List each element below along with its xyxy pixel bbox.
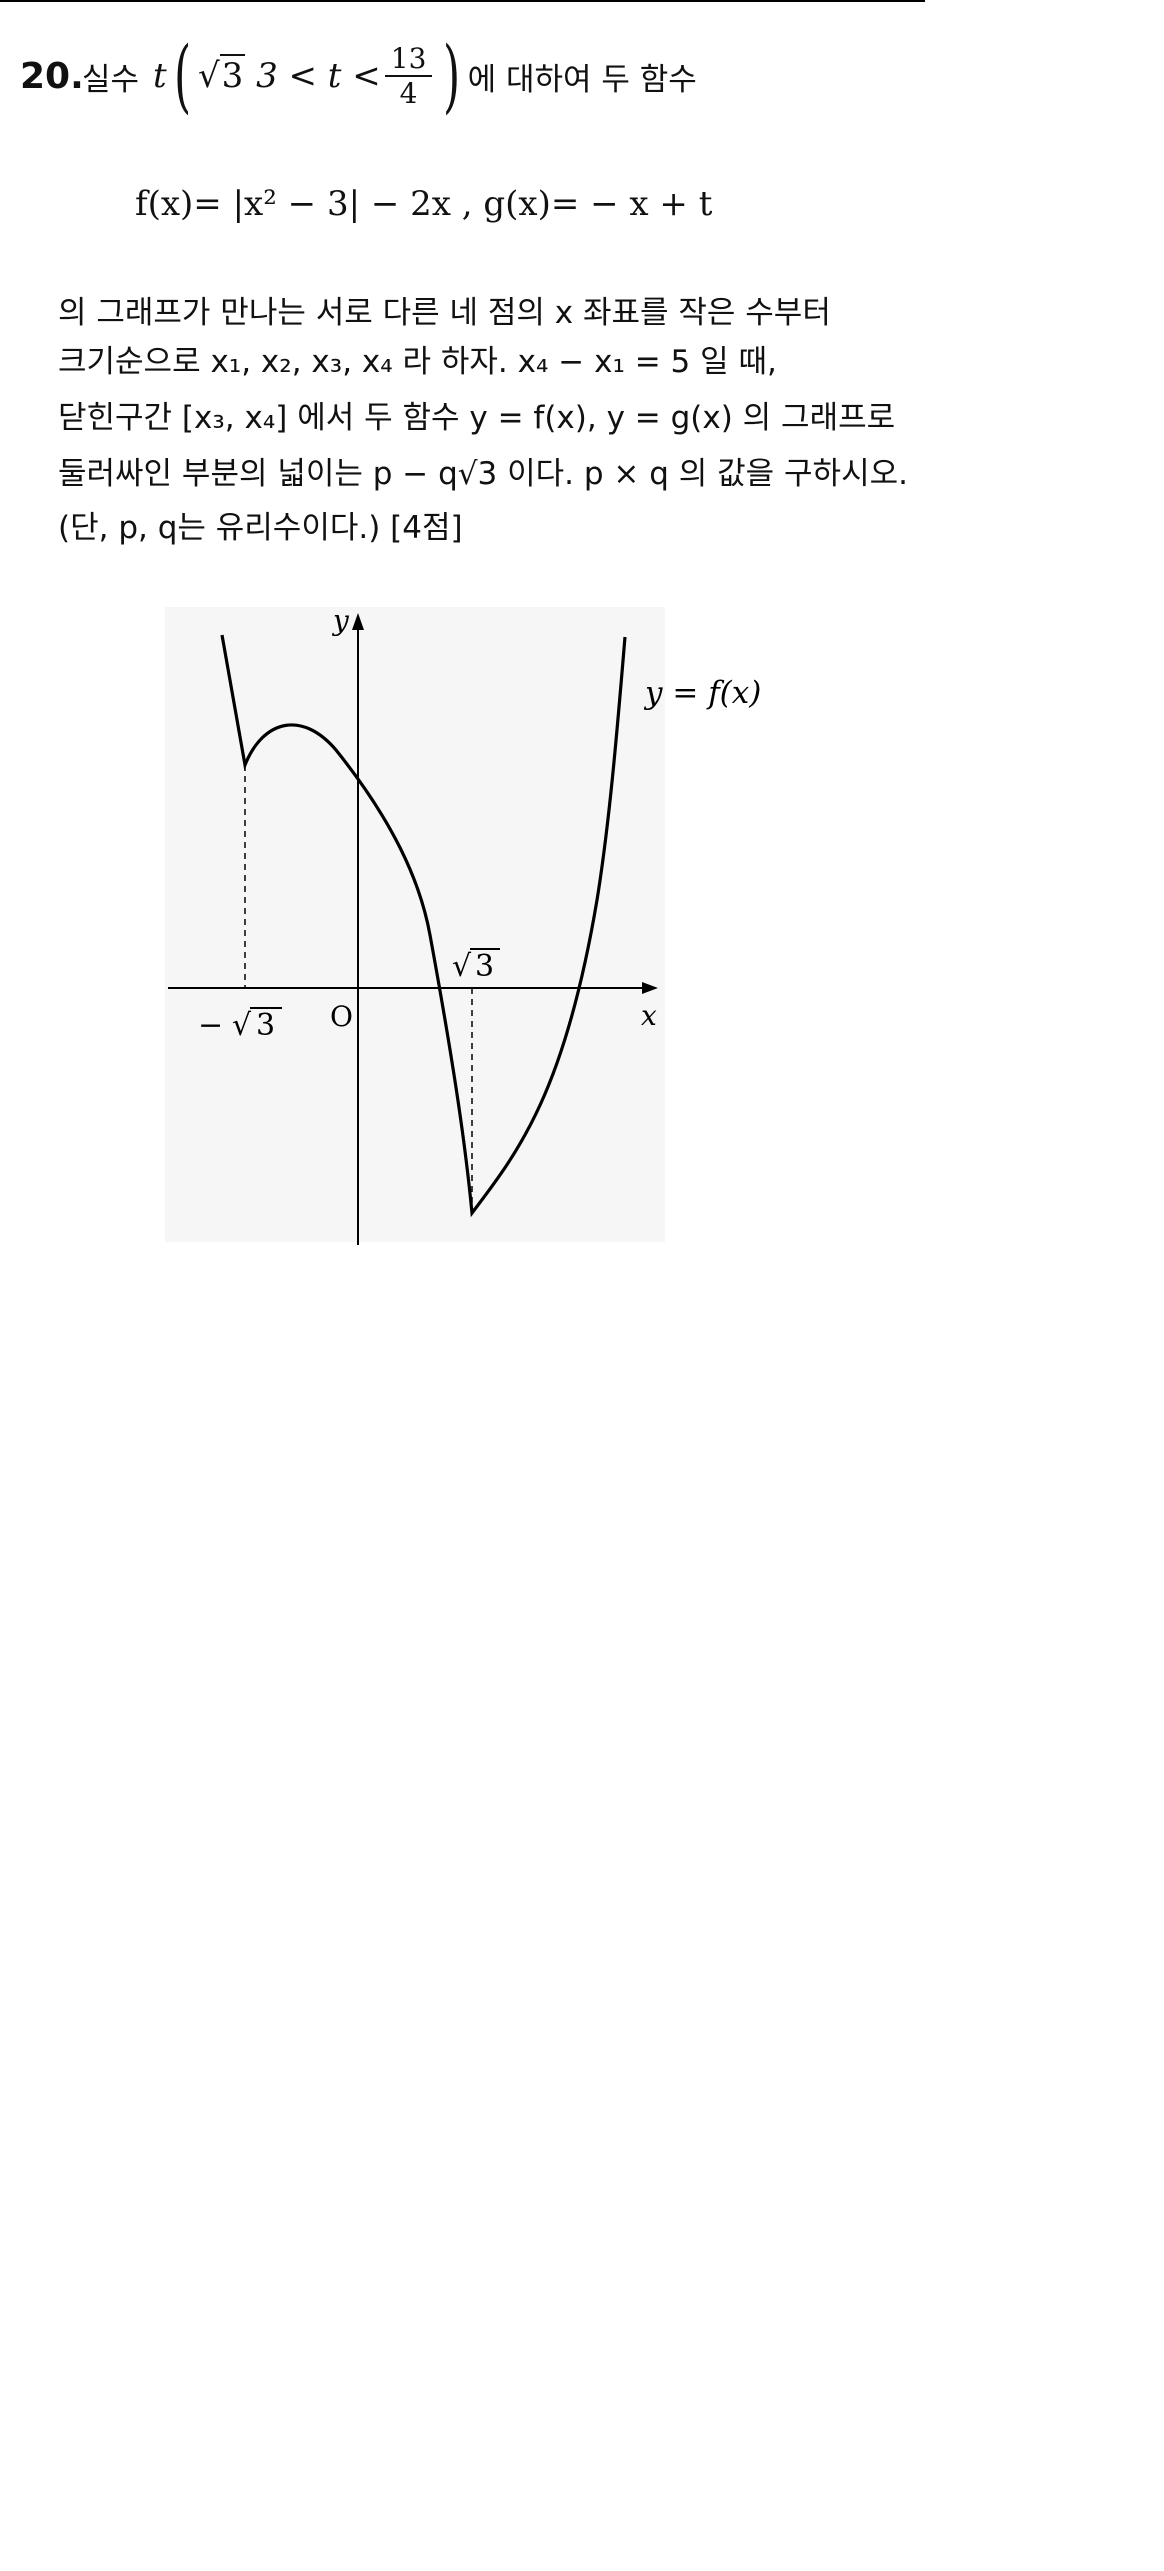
fraction-numerator: 13 <box>384 42 433 77</box>
neg-root-minus: − <box>198 1008 223 1043</box>
neg-root-three: 3 <box>256 1008 275 1043</box>
intro-suffix: 에 대하여 두 함수 <box>467 61 697 98</box>
x-axis-arrow-icon <box>642 982 658 994</box>
right-paren: ) <box>443 29 461 122</box>
condition-lhs: 3 < t < <box>256 56 381 96</box>
body-line-4: 둘러싸인 부분의 넓이는 p − q√3 이다. p × q 의 값을 구하시오… <box>58 456 908 492</box>
x-axis-label: x <box>641 999 657 1032</box>
neg-root-radical-icon: √ <box>232 1008 252 1043</box>
fraction-denominator: 4 <box>399 77 418 110</box>
graph-background <box>165 607 665 1242</box>
condition-expression: √3 3 < t < <box>197 54 381 96</box>
body-line-1: 의 그래프가 만나는 서로 다른 네 점의 x 좌표를 작은 수부터 <box>58 295 831 331</box>
condition-var: t <box>153 56 167 96</box>
sqrt-radicand: 3 <box>219 54 246 96</box>
body-line-5: (단, p, q는 유리수이다.) [4점] <box>58 510 463 546</box>
curve-f <box>220 634 627 1218</box>
y-axis-label: y <box>331 604 350 637</box>
fraction: 13 4 <box>384 42 433 110</box>
intro-text: 실수 <box>82 61 140 98</box>
top-rule <box>0 0 925 2</box>
root-three: 3 <box>475 949 494 984</box>
sqrt-three: √3 <box>197 54 246 96</box>
question-number: 20. <box>20 56 84 97</box>
y-axis-arrow-icon <box>352 613 364 630</box>
function-definition: f(x)= |x² − 3| − 2x , g(x)= − x + t <box>135 184 713 224</box>
question-header: 실수 t ( √3 3 < t < 13 4 ) 에 대하여 두 함수 <box>82 36 697 116</box>
body-line-3: 닫힌구간 [x₃, x₄] 에서 두 함수 y = f(x), y = g(x)… <box>58 400 896 436</box>
body-line-2: 크기순으로 x₁, x₂, x₃, x₄ 라 하자. x₄ − x₁ = 5 일… <box>58 344 777 380</box>
origin-label: O <box>330 1000 353 1033</box>
function-graph: y x O y = f(x) − √ 3 √ 3 <box>165 604 762 1245</box>
curve-label: y = f(x) <box>643 675 761 711</box>
root-radical-icon: √ <box>452 949 472 984</box>
left-paren: ( <box>173 29 191 122</box>
